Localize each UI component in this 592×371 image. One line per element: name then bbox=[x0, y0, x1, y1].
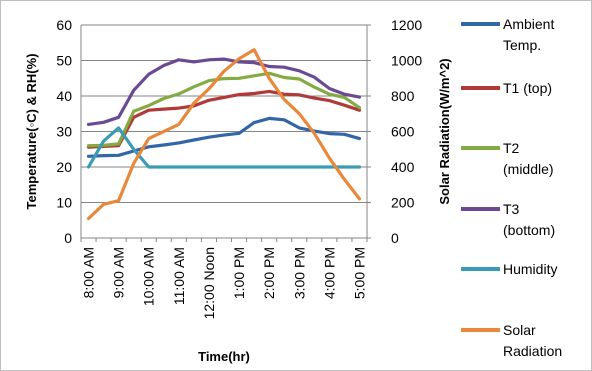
legend-label: T3 (bottom) bbox=[503, 201, 555, 238]
x-axis-title: Time(hr) bbox=[198, 349, 250, 364]
x-tick-label: 5:00 PM bbox=[351, 247, 367, 299]
series-line-3 bbox=[86, 57, 362, 127]
left-tick-label: 50 bbox=[56, 53, 72, 69]
legend-label: Humidity bbox=[503, 261, 557, 277]
legend-label: T1 (top) bbox=[503, 80, 552, 96]
left-tick-label: 0 bbox=[64, 230, 72, 246]
right-tick-label: 1200 bbox=[391, 17, 422, 33]
x-tick-label: 3:00 PM bbox=[291, 247, 307, 299]
series-line-5 bbox=[86, 48, 362, 221]
left-tick-label: 20 bbox=[56, 159, 72, 175]
series-line-2 bbox=[86, 71, 362, 148]
right-axis-title: Solar Radiation(W/m^2) bbox=[437, 58, 452, 204]
left-tick-label: 10 bbox=[56, 195, 72, 211]
legend-label: T2 (middle) bbox=[503, 140, 554, 177]
left-tick-label: 30 bbox=[56, 124, 72, 140]
x-tick-label: 10:00 AM bbox=[141, 247, 157, 306]
x-tick-label: 4:00 PM bbox=[321, 247, 337, 299]
x-tick-label: 1:00 PM bbox=[231, 247, 247, 299]
left-tick-label: 40 bbox=[56, 88, 72, 104]
left-axis-title: Temperature(◦C) & RH(%) bbox=[24, 53, 39, 209]
right-tick-label: 200 bbox=[391, 195, 415, 211]
x-tick-label: 2:00 PM bbox=[261, 247, 277, 299]
left-tick-label: 60 bbox=[56, 17, 72, 33]
legend-label: Solar Radiation bbox=[503, 322, 562, 359]
right-tick-label: 800 bbox=[391, 88, 415, 104]
x-tick-label: 12:00 Noon bbox=[201, 247, 217, 319]
x-tick-label: 9:00 AM bbox=[111, 247, 127, 298]
series-line-1 bbox=[86, 89, 362, 149]
x-tick-label: 11:00 AM bbox=[171, 247, 187, 305]
right-tick-label: 400 bbox=[391, 159, 415, 175]
series-line-4 bbox=[86, 126, 362, 169]
x-tick-label: 8:00 AM bbox=[81, 247, 97, 298]
right-tick-label: 1000 bbox=[391, 53, 422, 69]
legend-label: Ambient Temp. bbox=[503, 16, 554, 53]
right-tick-label: 0 bbox=[391, 230, 399, 246]
right-tick-label: 600 bbox=[391, 124, 415, 140]
